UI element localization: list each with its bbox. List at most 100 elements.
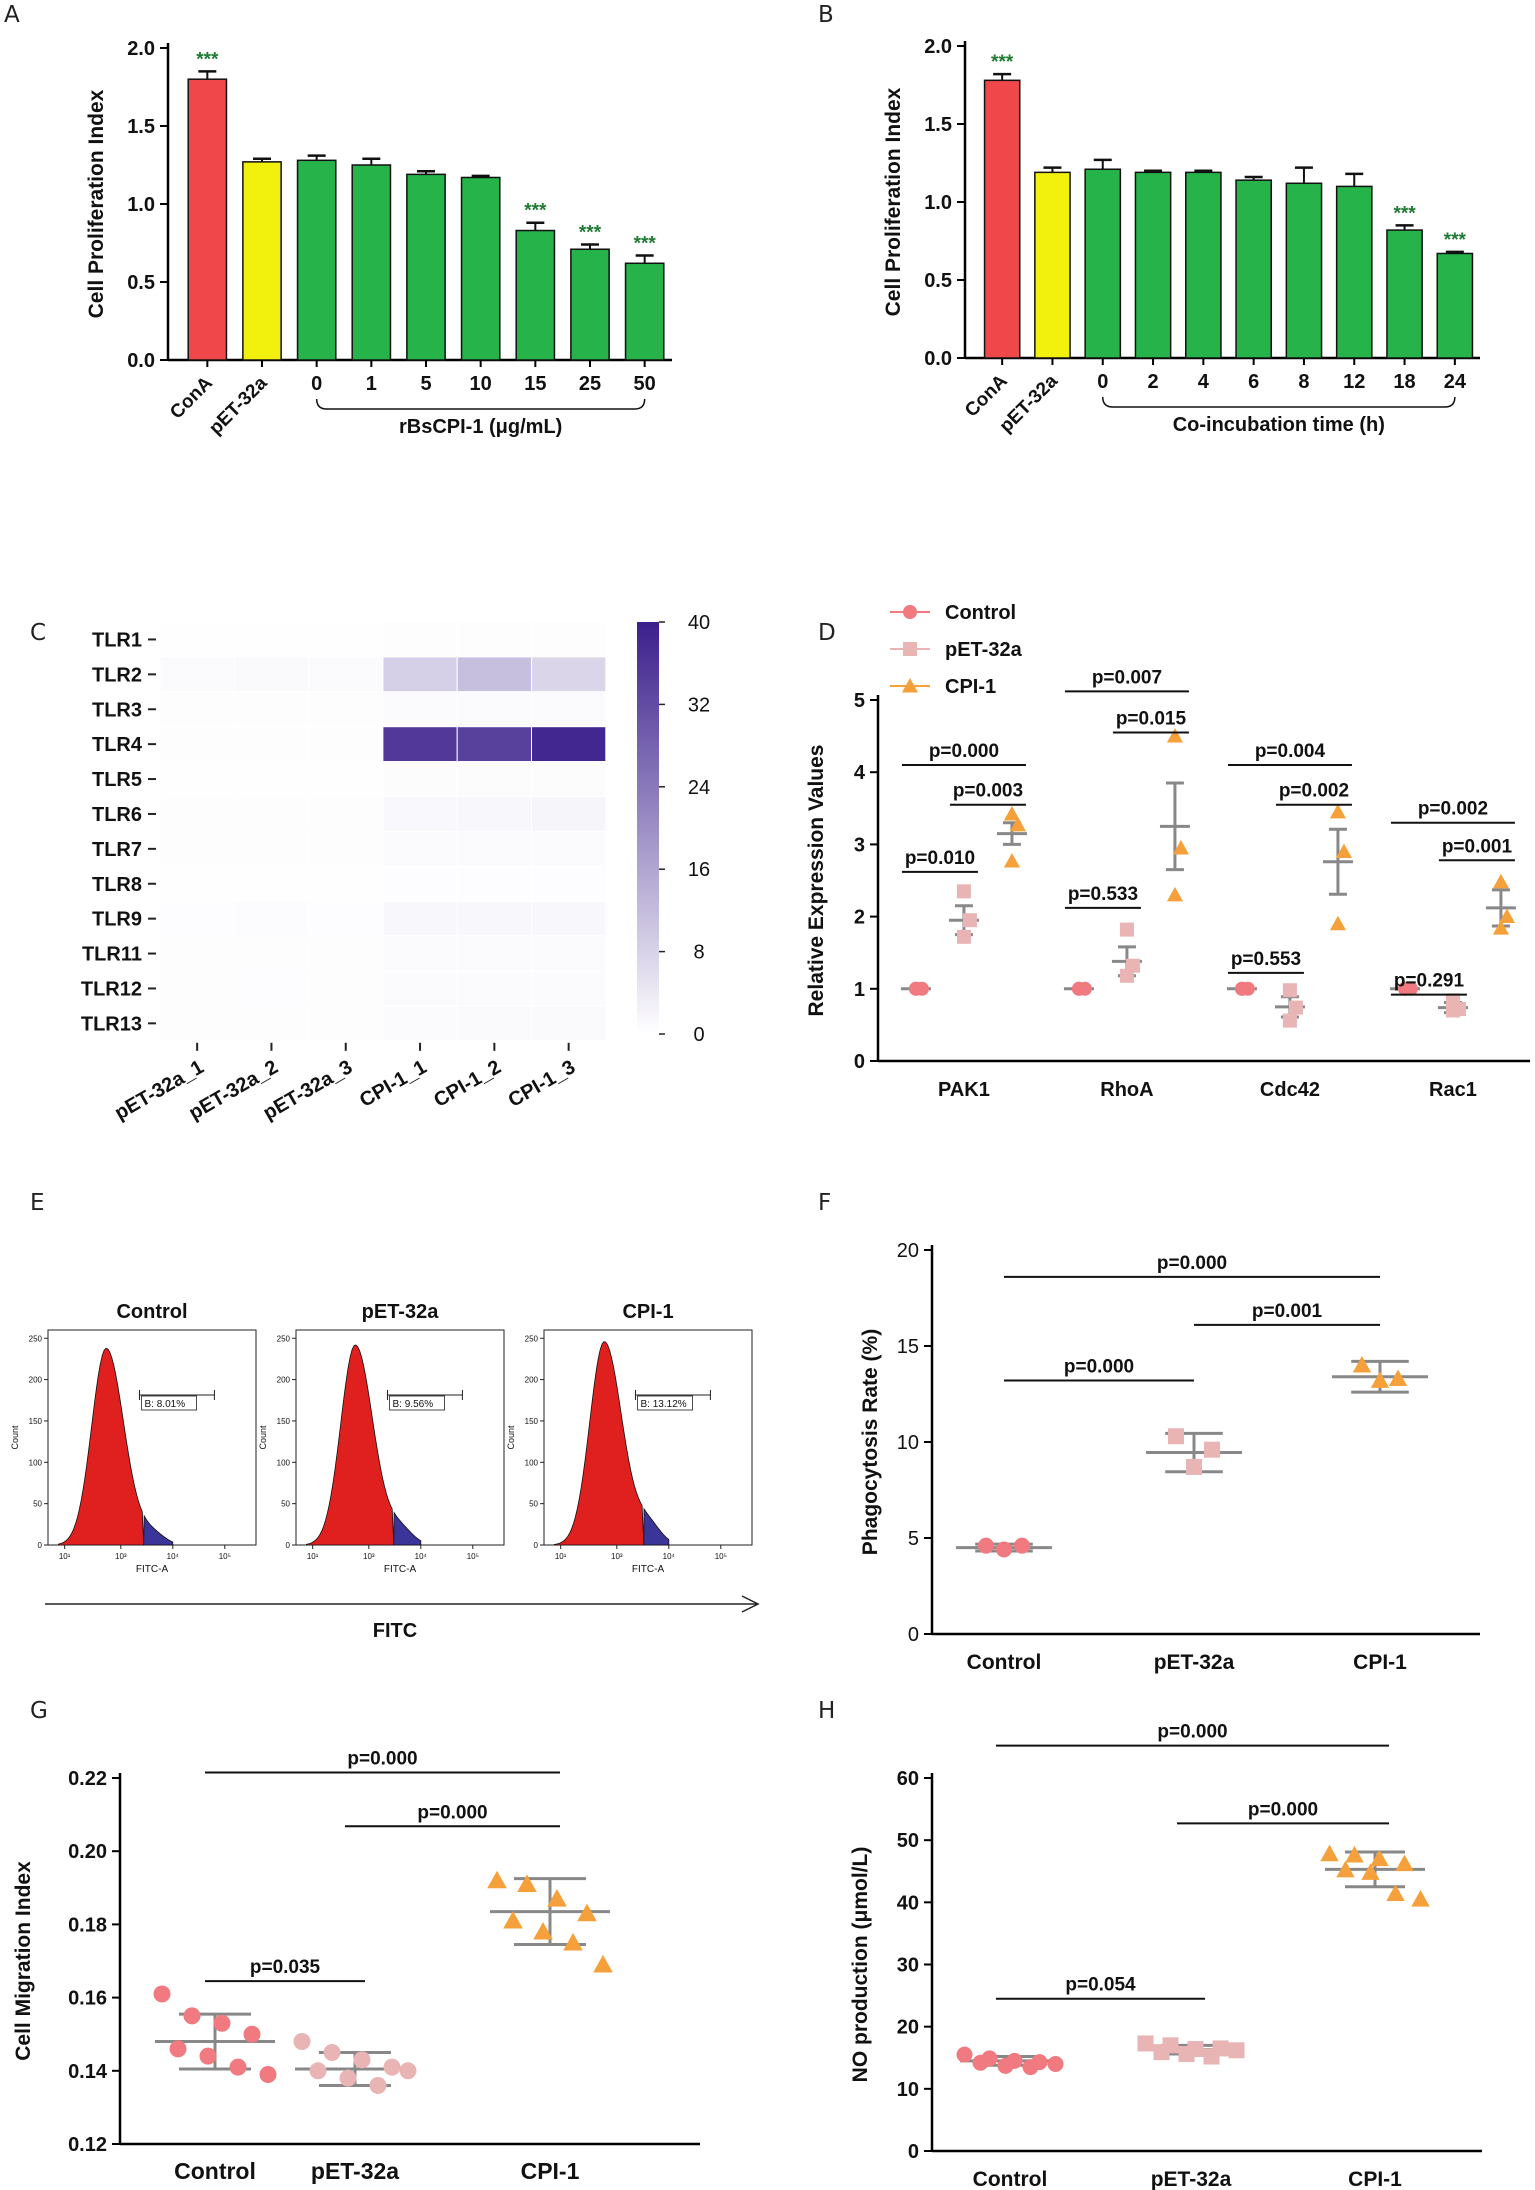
data-point <box>1345 1845 1364 1863</box>
panel-label-a: A <box>4 2 20 28</box>
heatmap-cell <box>159 970 235 1007</box>
x-tick-label: 12 <box>1343 371 1365 393</box>
y-tick-label: 0 <box>908 2141 919 2163</box>
x-tick-label: 10⁵ <box>715 1552 727 1561</box>
panel-label-c: C <box>30 620 47 646</box>
heatmap-cell <box>233 656 310 693</box>
heatmap-cell <box>531 761 607 798</box>
y-axis-title: Cell Proliferation Index <box>85 89 108 318</box>
heatmap-cell <box>308 970 384 1007</box>
scatter-phagocytosis: 0 5 10 15 20 Phagocytosis Rate (%) Control pET-… <box>859 1240 1480 1674</box>
y-tick-label: 10 <box>897 2079 919 2101</box>
bar <box>460 176 501 361</box>
fitc-axis-title: FITC <box>373 1620 417 1642</box>
group-bracket <box>315 398 646 410</box>
x-tick-label: 10³ <box>363 1552 375 1561</box>
panel-label-e: E <box>30 1190 45 1216</box>
panel-label-h: H <box>818 1698 836 1724</box>
histogram-negative-area <box>58 1347 145 1546</box>
heatmap-cell <box>233 900 310 937</box>
heatmap-row-label: TLR2 <box>92 664 142 686</box>
heatmap-col-label: CPI-1_1 <box>356 1056 431 1112</box>
heatmap-cell <box>531 1005 607 1042</box>
x-tick-label: 10¹ <box>555 1552 567 1561</box>
data-point <box>956 884 971 899</box>
x-tick-label: 5 <box>420 373 431 395</box>
heatmap-cell <box>159 621 235 658</box>
y-tick-label: 2.0 <box>127 38 155 60</box>
histogram-positive-area <box>643 1507 670 1546</box>
data-point <box>1352 1356 1372 1373</box>
heatmap-cell <box>159 900 235 937</box>
data-point <box>1204 1441 1220 1458</box>
heatmap-row-label: TLR5 <box>92 769 142 791</box>
heatmap-cell <box>531 796 607 832</box>
heatmap-cell <box>456 691 533 728</box>
data-point <box>383 2058 401 2076</box>
bar <box>406 173 446 361</box>
y-axis-label: Count <box>258 1425 268 1450</box>
heatmap-cell <box>382 935 458 972</box>
heatmap-row-label: TLR8 <box>92 874 142 896</box>
data-point <box>1228 2042 1245 2059</box>
significance-stars: *** <box>991 52 1014 73</box>
data-point <box>1178 2046 1195 2063</box>
x-axis-label: FITC-A <box>632 1564 665 1575</box>
significance-stars: *** <box>579 223 602 244</box>
x-axis-label: FITC-A <box>136 1564 169 1575</box>
x-category-label: Control <box>174 2158 256 2184</box>
colorbar-tick-label: 40 <box>688 612 710 634</box>
bar <box>1235 179 1273 359</box>
y-axis-title: Cell Proliferation Index <box>882 87 905 316</box>
x-tick-label: 0 <box>311 373 322 395</box>
data-point <box>309 2062 327 2080</box>
heatmap-cell <box>159 935 235 972</box>
colorbar <box>637 622 659 1034</box>
colorbar-tick-label: 32 <box>688 694 710 716</box>
legend-label: pET-32a <box>945 639 1023 661</box>
heatmap-cell <box>233 796 310 832</box>
heatmap-cell <box>382 691 458 728</box>
bar <box>1134 171 1172 359</box>
data-point <box>533 1921 553 1940</box>
heatmap-cell <box>382 1005 458 1042</box>
significance-stars: *** <box>1393 203 1416 224</box>
heatmap-cell <box>159 656 235 693</box>
data-point <box>1329 915 1346 931</box>
x-tick-label: 2 <box>1147 371 1158 393</box>
heatmap-cell <box>531 830 607 867</box>
p-value-label: p=0.000 <box>1064 1357 1134 1378</box>
heatmap-cell <box>382 621 458 658</box>
heatmap-cell <box>382 900 458 937</box>
y-tick-label: 40 <box>897 1892 919 1914</box>
x-category-label: pET-32a <box>1154 1651 1235 1674</box>
p-value-label: p=0.000 <box>1157 1253 1227 1274</box>
group-bracket <box>1102 396 1456 408</box>
x-tick-label: 10⁵ <box>219 1552 231 1561</box>
y-axis-label: Count <box>10 1425 20 1450</box>
x-tick-label: 1 <box>366 373 377 395</box>
scatter-no-production: 0 10 20 30 40 50 60 NO production (μmol/L) Contr… <box>849 1722 1482 2190</box>
data-point <box>1335 843 1352 859</box>
heatmap-cell <box>159 761 235 798</box>
heatmap-cell <box>531 726 607 763</box>
heatmap-cell <box>456 621 533 658</box>
y-tick-label: 0 <box>38 1541 43 1550</box>
heatmap-row-label: TLR6 <box>92 804 142 826</box>
p-value-label: p=0.010 <box>905 848 975 869</box>
heatmap-cell <box>382 970 458 1007</box>
bar <box>1335 185 1373 359</box>
data-point <box>1003 852 1020 868</box>
data-point <box>1320 1844 1339 1862</box>
data-point <box>962 913 977 928</box>
data-point <box>563 1932 583 1951</box>
heatmap-row-label: TLR7 <box>92 839 142 861</box>
data-point <box>1137 2035 1154 2052</box>
data-point <box>213 2014 231 2032</box>
data-point <box>323 2044 341 2061</box>
heatmap-cell <box>531 691 607 728</box>
data-point <box>1282 1013 1297 1028</box>
heatmap-cell <box>233 935 310 972</box>
bar <box>1386 229 1423 359</box>
data-point <box>956 2046 973 2063</box>
